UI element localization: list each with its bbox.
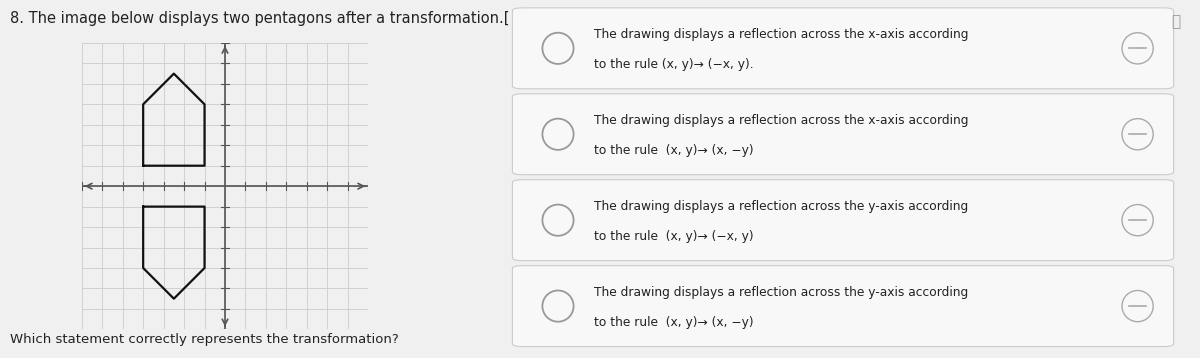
- Text: to the rule  (x, y)→ (x, −y): to the rule (x, y)→ (x, −y): [594, 144, 754, 157]
- Text: to the rule (x, y)→ (−x, y).: to the rule (x, y)→ (−x, y).: [594, 58, 754, 71]
- Text: 8. The image below displays two pentagons after a transformation.[: 8. The image below displays two pentagon…: [10, 11, 509, 26]
- Text: 🏴: 🏴: [1171, 14, 1181, 29]
- Text: The drawing displays a reflection across the y-axis according: The drawing displays a reflection across…: [594, 200, 968, 213]
- Text: The drawing displays a reflection across the x-axis according: The drawing displays a reflection across…: [594, 28, 968, 41]
- Text: The drawing displays a reflection across the y-axis according: The drawing displays a reflection across…: [594, 286, 968, 299]
- Text: The drawing displays a reflection across the x-axis according: The drawing displays a reflection across…: [594, 114, 968, 127]
- Text: to the rule  (x, y)→ (−x, y): to the rule (x, y)→ (−x, y): [594, 230, 754, 243]
- Text: to the rule  (x, y)→ (x, −y): to the rule (x, y)→ (x, −y): [594, 316, 754, 329]
- Text: Which statement correctly represents the transformation?: Which statement correctly represents the…: [10, 333, 398, 346]
